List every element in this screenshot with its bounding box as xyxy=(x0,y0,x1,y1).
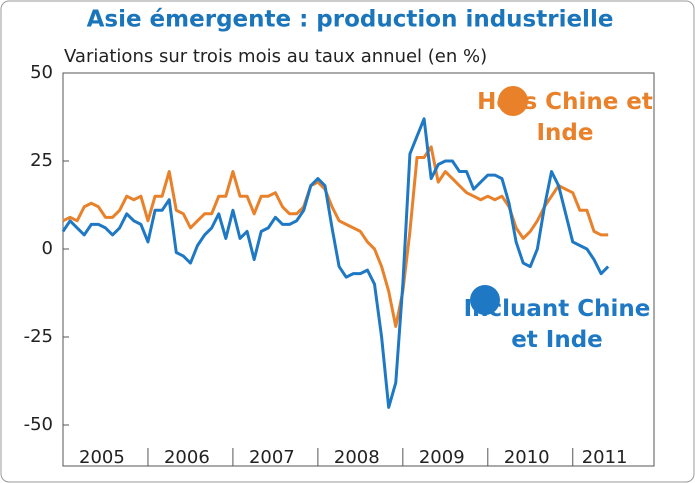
x-tick-label: 2011 xyxy=(582,447,628,468)
chart-title: Asie émergente : production industrielle xyxy=(87,7,614,33)
plot-frame xyxy=(62,72,655,467)
legend-marker xyxy=(498,86,528,116)
x-tick-label: 2009 xyxy=(419,447,465,468)
legend-label: Hors Chine et Inde xyxy=(477,89,653,146)
chart-subtitle: Variations sur trois mois au taux annuel… xyxy=(64,46,487,67)
y-tick-label: -50 xyxy=(24,414,53,435)
legend-label: Incluant Chine et Inde xyxy=(463,296,651,353)
x-tick-label: 2006 xyxy=(164,447,210,468)
series-line xyxy=(61,117,610,409)
y-tick-label: 50 xyxy=(30,62,53,83)
x-tick-label: 2007 xyxy=(249,447,295,468)
x-tick-label: 2005 xyxy=(79,447,125,468)
x-tick-label: 2008 xyxy=(334,447,380,468)
legend-marker xyxy=(470,285,500,315)
x-tick-label: 2010 xyxy=(504,447,550,468)
y-tick-label: 25 xyxy=(30,150,53,171)
series-line xyxy=(62,145,609,328)
y-tick-label: 0 xyxy=(42,238,53,259)
y-tick-label: -25 xyxy=(24,326,53,347)
